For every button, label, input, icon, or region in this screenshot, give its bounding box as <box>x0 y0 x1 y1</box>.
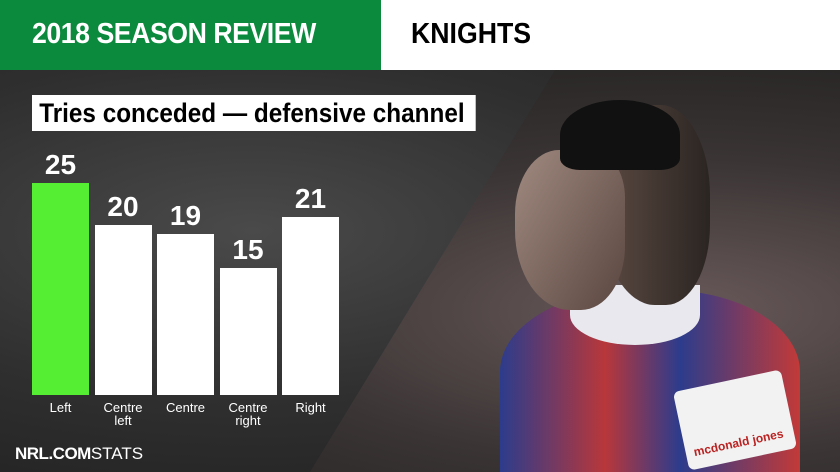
bar-left <box>32 183 89 395</box>
header-title: 2018 SEASON REVIEW <box>32 18 316 50</box>
chart-title: Tries conceded — defensive channel <box>32 95 476 131</box>
data-label: 15 <box>232 233 264 265</box>
header-banner <box>0 0 381 70</box>
bar-centre-right <box>219 267 277 395</box>
data-label: 20 <box>107 191 139 223</box>
bar-right <box>282 216 339 395</box>
data-label: 21 <box>294 182 327 214</box>
data-label: 19 <box>169 199 202 231</box>
logo-bold: NRL.COM <box>15 444 91 463</box>
category-label: Centre left <box>103 400 143 428</box>
category-label: Centre <box>165 400 206 415</box>
category-label: Centre right <box>228 400 268 428</box>
team-name: KNIGHTS <box>411 18 532 50</box>
header-team-banner <box>381 0 840 70</box>
nrl-stats-logo: NRL.COMSTATS <box>15 444 143 464</box>
player-face <box>515 150 625 310</box>
logo-light: STATS <box>90 444 144 463</box>
bar-centre-left <box>94 225 152 395</box>
data-label: 25 <box>44 149 77 180</box>
bar-centre <box>157 233 214 395</box>
player-hair <box>560 100 680 170</box>
category-label: Right <box>295 400 326 415</box>
category-label: Left <box>49 400 72 415</box>
